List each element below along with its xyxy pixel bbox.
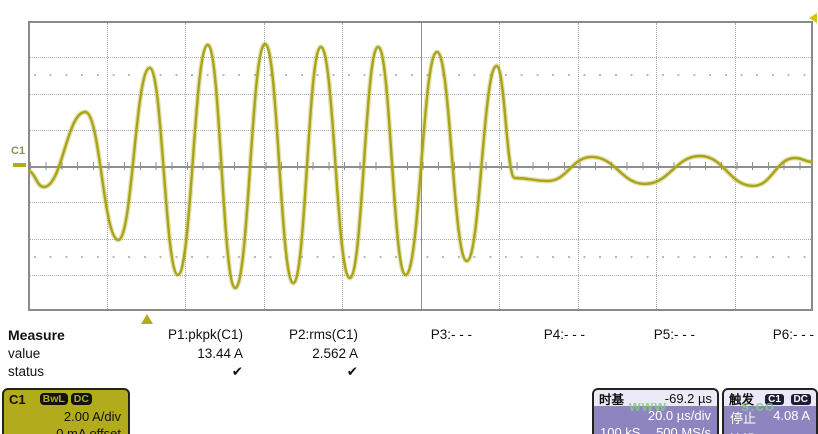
trigger-time-marker-icon[interactable]: [141, 314, 153, 324]
graticule-line: [30, 238, 811, 240]
trigger-coupling-badge: DC: [790, 394, 811, 405]
trigger-slope: 正: [797, 429, 810, 434]
trigger-mode: 停止: [730, 411, 757, 426]
graticule-line: [30, 93, 811, 95]
bandwidth-limit-badge: BwL: [39, 393, 68, 405]
measure-name-P1[interactable]: P1:pkpk(C1): [167, 327, 243, 342]
graticule: [28, 21, 813, 311]
graticule-line: [34, 255, 811, 258]
trigger-source-badge: C1: [765, 394, 784, 405]
measure-name-P6[interactable]: P6:- - -: [772, 327, 814, 342]
graticule-line: [30, 162, 811, 170]
channel-ground-label: C1: [11, 145, 26, 157]
measure-name-P2[interactable]: P2:rms(C1): [288, 327, 358, 342]
measure-name-P4[interactable]: P4:- - -: [543, 327, 585, 342]
trigger-type: 边沿: [730, 429, 756, 434]
measure-row-label: status: [8, 364, 45, 379]
measure-value-P1: 13.44 A: [197, 346, 243, 361]
graticule-line: [30, 274, 811, 276]
timebase-title: 时基: [599, 392, 625, 407]
measure-row-label: Measure: [8, 327, 65, 343]
timebase-scale: 20.0 µs/div: [647, 408, 711, 423]
graticule-line: [34, 74, 811, 77]
channel-ground-marker-icon: [13, 163, 26, 167]
timebase-samples: 100 kS: [600, 425, 641, 434]
trigger-level-marker-icon[interactable]: [809, 13, 817, 23]
channel-c1-descriptor-box[interactable]: C1 BwL DC 2.00 A/div 0 mA offset: [2, 388, 130, 434]
trigger-descriptor-box[interactable]: 触发 C1 DC 停止 4.08 A 边沿 正: [722, 388, 818, 434]
timebase-delay: -69.2 µs: [664, 390, 712, 406]
graticule-line: [30, 129, 811, 131]
watermark-text: s.co: [741, 398, 776, 415]
graticule-line: [30, 202, 811, 204]
channel-scale: 2.00 A/div: [63, 409, 121, 424]
measure-status-P2: ✔: [346, 364, 358, 379]
trigger-title: 触发: [729, 392, 755, 407]
graticule-line: [30, 57, 811, 59]
measure-row-label: value: [8, 346, 41, 361]
watermark-text: www: [629, 398, 668, 415]
coupling-badge: DC: [70, 393, 92, 405]
measure-value-P2: 2.562 A: [312, 346, 358, 361]
timebase-descriptor-box[interactable]: 时基 -69.2 µs 20.0 µs/div 100 kS 500 MS/s: [592, 388, 719, 434]
trigger-level: 4.08 A: [773, 408, 810, 423]
channel-name: C1: [9, 391, 26, 407]
measure-status-P1: ✔: [231, 364, 243, 379]
measure-name-P5[interactable]: P5:- - -: [653, 327, 695, 342]
measure-name-P3[interactable]: P3:- - -: [430, 327, 472, 342]
channel-offset: 0 mA offset: [56, 426, 121, 434]
timebase-sample-rate: 500 MS/s: [656, 425, 711, 434]
